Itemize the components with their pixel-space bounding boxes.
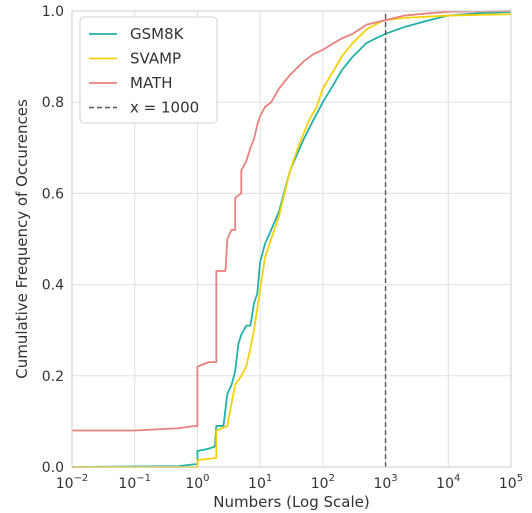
legend-label: SVAMP	[130, 50, 181, 68]
legend-label: GSM8K	[130, 25, 185, 43]
y-tick-label: 1.0	[42, 4, 64, 20]
series-line-svamp	[72, 13, 512, 468]
x-tick-exponent: −2	[74, 473, 89, 484]
x-tick-label: 104	[436, 473, 460, 492]
plot-frame	[71, 10, 512, 468]
y-tick-label: 0.2	[42, 369, 64, 385]
legend-box	[79, 16, 218, 124]
y-tick-labels: 0.0 0.2 0.4 0.6 0.8 1.0	[42, 4, 64, 476]
x-tick-base: 10	[248, 476, 266, 492]
legend-label: x = 1000	[130, 99, 199, 117]
x-tick-label: 102	[311, 473, 335, 492]
x-tick-label: 105	[499, 473, 523, 492]
x-tick-exponent: 2	[329, 473, 335, 484]
y-tick-label: 0.6	[42, 186, 64, 202]
x-tick-label: 101	[248, 473, 272, 492]
x-tick-label: 103	[373, 473, 397, 492]
x-tick-base: 10	[185, 476, 203, 492]
series-line-gsm8k	[71, 11, 512, 468]
x-tick-base: 10	[436, 476, 454, 492]
x-tick-exponent: 0	[203, 473, 209, 484]
legend: GSM8K SVAMP MATH x = 1000	[79, 16, 218, 124]
x-tick-label: 10−1	[118, 473, 151, 492]
x-tick-label: 100	[185, 473, 209, 492]
x-tick-base: 10	[373, 476, 391, 492]
y-tick-label: 0.4	[42, 278, 64, 294]
x-axis-label: Numbers (Log Scale)	[213, 493, 369, 511]
y-tick-label: 0.8	[42, 95, 64, 111]
x-tick-exponent: 3	[391, 473, 397, 484]
series-lines	[71, 10, 512, 468]
x-tick-label: 10−2	[56, 473, 89, 492]
x-tick-base: 10	[499, 476, 517, 492]
x-tick-exponent: 1	[266, 473, 272, 484]
x-tick-base: 10	[118, 476, 136, 492]
y-axis-label: Cumulative Frequency of Occurences	[13, 99, 31, 379]
x-tick-exponent: −1	[136, 473, 151, 484]
x-tick-exponent: 5	[517, 473, 523, 484]
x-tick-exponent: 4	[454, 473, 460, 484]
y-tick-label: 0.0	[42, 460, 64, 476]
x-tick-base: 10	[56, 476, 74, 492]
x-tick-labels: 10−2 10−1 100 101 102 103 104 105	[56, 473, 523, 492]
x-tick-base: 10	[311, 476, 329, 492]
legend-label: MATH	[130, 74, 172, 92]
series-line-math	[72, 10, 512, 432]
